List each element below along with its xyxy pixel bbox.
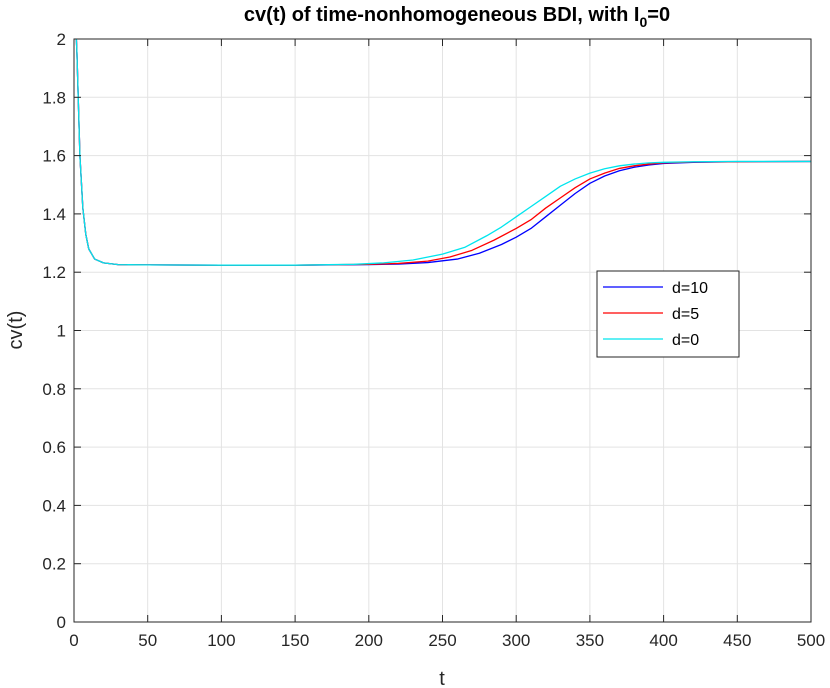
chart-title-main: cv(t) of time-nonhomogeneous BDI, with I <box>244 4 640 26</box>
x-tick-label: 500 <box>797 631 825 650</box>
ticks <box>73 38 812 623</box>
x-tick-label: 100 <box>207 631 235 650</box>
series-layer <box>75 39 811 266</box>
y-tick-label: 0.6 <box>42 438 66 457</box>
chart-title-tail: =0 <box>647 4 670 26</box>
legend-box <box>596 270 740 358</box>
legend: d=10 d=5 d=0 <box>596 270 740 358</box>
x-tick-label: 250 <box>428 631 456 650</box>
y-tick-label: 0 <box>57 613 66 632</box>
y-tick-label: 2 <box>57 30 66 49</box>
x-tick-label: 350 <box>576 631 604 650</box>
y-tick-label: 1.8 <box>42 88 66 107</box>
x-tick-label: 50 <box>138 631 157 650</box>
y-tick-label: 1.6 <box>42 147 66 166</box>
y-tick-label: 1 <box>57 322 66 341</box>
x-tick-label: 200 <box>355 631 383 650</box>
y-axis-label: cv(t) <box>5 311 27 350</box>
x-tick-label: 0 <box>69 631 78 650</box>
x-tick-label: 300 <box>502 631 530 650</box>
legend-label: d=5 <box>672 306 699 323</box>
legend-label: d=10 <box>672 280 708 297</box>
x-tick-label: 150 <box>281 631 309 650</box>
x-tick-label: 450 <box>723 631 751 650</box>
x-axis-label: t <box>439 668 445 688</box>
y-tick-label: 0.8 <box>42 380 66 399</box>
y-tick-label: 0.4 <box>42 496 66 515</box>
series-line-d0 <box>75 39 811 266</box>
y-tick-label: 1.4 <box>42 205 66 224</box>
chart-title: cv(t) of time-nonhomogeneous BDI, with I… <box>244 4 670 30</box>
y-tick-label: 1.2 <box>42 263 66 282</box>
tick-labels: 0 50 100 150 200 250 300 350 400 450 500 0 0.2 0.4 0.6… <box>42 30 825 650</box>
x-tick-label: 400 <box>649 631 677 650</box>
chart-title-subscript: 0 <box>639 14 647 30</box>
legend-label: d=0 <box>672 332 699 349</box>
legend-items: d=10 d=5 d=0 <box>603 280 708 349</box>
y-tick-label: 0.2 <box>42 555 66 574</box>
